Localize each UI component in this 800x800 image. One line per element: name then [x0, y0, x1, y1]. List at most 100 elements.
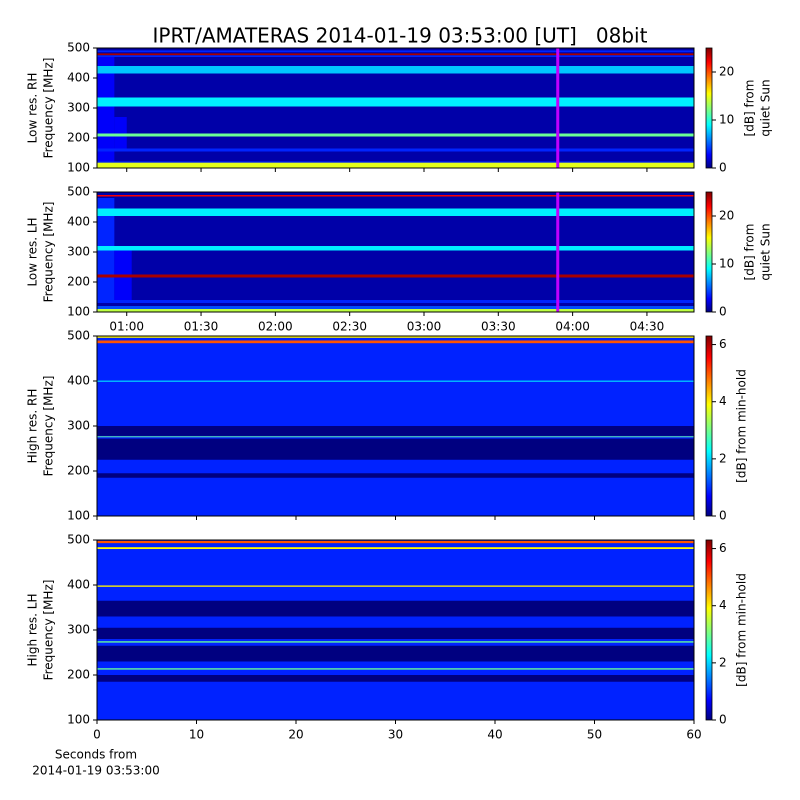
heatmap-band — [97, 208, 694, 216]
y-tick-label: 200 — [67, 464, 90, 478]
colorbar-label: [dB] from min-hold — [735, 573, 749, 687]
heatmap-band — [97, 585, 694, 587]
y-axis-label: Frequency [MHz] — [42, 202, 56, 303]
heatmap-band — [97, 668, 694, 670]
heatmap-band — [97, 340, 694, 344]
colorbar-tick-label: 20 — [719, 65, 734, 79]
x-tick-label: 04:30 — [630, 320, 665, 334]
heatmap-band — [97, 53, 694, 56]
colorbar — [705, 539, 713, 721]
heatmap-band — [97, 600, 694, 617]
x-tick-label: 40 — [487, 728, 502, 742]
heatmap-band — [97, 675, 694, 682]
y-tick-label: 500 — [67, 533, 90, 547]
y-tick-label: 200 — [67, 131, 90, 145]
heatmap-band — [97, 426, 694, 436]
heatmap-band — [97, 195, 694, 197]
heatmap-band — [97, 133, 694, 137]
y-tick-label: 200 — [67, 668, 90, 682]
y-tick-label: 300 — [67, 623, 90, 637]
heatmap-band — [97, 380, 694, 382]
y-tick-label: 300 — [67, 419, 90, 433]
colorbar-tick-label: 4 — [719, 394, 727, 408]
colorbar-tick-label: 0 — [719, 161, 727, 175]
colorbar-label: [dB] from — [743, 224, 757, 281]
x-tick-label: 30 — [388, 728, 403, 742]
colorbar-tick-label: 20 — [719, 209, 734, 223]
colorbar-tick-label: 10 — [719, 257, 734, 271]
y-tick-label: 400 — [67, 71, 90, 85]
colorbar-label: quiet Sun — [759, 79, 773, 136]
colorbar-label: quiet Sun — [759, 223, 773, 280]
heatmap-band — [97, 645, 694, 662]
colorbar-tick-label: 2 — [719, 451, 727, 465]
heatmap-region — [114, 117, 127, 149]
heatmap-band — [97, 148, 694, 152]
heatmap-band — [97, 627, 694, 639]
x-tick-label: 0 — [93, 728, 101, 742]
heatmap-band — [97, 97, 694, 107]
y-axis-label: Low res. LH — [26, 217, 40, 286]
colorbar-tick-label: 6 — [719, 541, 727, 555]
colorbar-tick-label: 4 — [719, 598, 727, 612]
chart-title: IPRT/AMATERAS 2014-01-19 03:53:00 [UT] 0… — [153, 24, 648, 48]
heatmap-band — [97, 274, 694, 278]
colorbar-tick-label: 2 — [719, 655, 727, 669]
y-axis-label: Frequency [MHz] — [42, 580, 56, 681]
x-tick-label: 03:30 — [481, 320, 516, 334]
heatmap-band — [97, 438, 694, 460]
x-tick-label: 50 — [587, 728, 602, 742]
heatmap-band — [97, 547, 694, 549]
y-axis-label: High res. LH — [26, 593, 40, 666]
colorbar-tick-label: 6 — [719, 337, 727, 351]
x-tick-label: 03:00 — [407, 320, 442, 334]
x-tick-label: 01:00 — [109, 320, 144, 334]
y-axis-label: Frequency [MHz] — [42, 376, 56, 477]
x-tick-label: 01:30 — [184, 320, 219, 334]
x-tick-label: 10 — [189, 728, 204, 742]
heatmap-band — [97, 50, 694, 53]
y-tick-label: 400 — [67, 578, 90, 592]
heatmap-band — [97, 306, 694, 309]
x-axis-label: 2014-01-19 03:53:00 — [32, 764, 159, 778]
y-tick-label: 300 — [67, 245, 90, 259]
heatmap-band — [97, 473, 694, 478]
y-tick-label: 300 — [67, 101, 90, 115]
colorbar — [705, 335, 713, 517]
heatmap-band — [97, 55, 694, 57]
colorbar-label: [dB] from min-hold — [735, 369, 749, 483]
y-tick-label: 100 — [67, 305, 90, 319]
heatmap-band — [97, 309, 694, 312]
y-axis-label: High res. RH — [26, 389, 40, 464]
y-axis-label: Low res. RH — [26, 73, 40, 144]
heatmap-band — [97, 246, 694, 251]
y-tick-label: 100 — [67, 509, 90, 523]
heatmap-band — [97, 641, 694, 643]
colorbar — [705, 191, 713, 313]
y-tick-label: 400 — [67, 374, 90, 388]
x-axis-label: Seconds from — [55, 748, 137, 762]
colorbar — [705, 47, 713, 169]
heatmap-band — [97, 336, 694, 338]
y-axis-label: Frequency [MHz] — [42, 58, 56, 159]
heatmap-band — [97, 540, 694, 544]
y-tick-label: 500 — [67, 185, 90, 199]
heatmap-band — [97, 162, 694, 168]
x-tick-label: 02:00 — [258, 320, 293, 334]
y-tick-label: 100 — [67, 713, 90, 727]
x-tick-label: 20 — [288, 728, 303, 742]
heatmap-band — [97, 161, 694, 163]
heatmap-band — [97, 436, 694, 438]
heatmap-band — [97, 300, 694, 303]
colorbar-tick-label: 0 — [719, 509, 727, 523]
x-tick-label: 02:30 — [332, 320, 367, 334]
colorbar-tick-label: 10 — [719, 113, 734, 127]
x-tick-label: 04:00 — [555, 320, 590, 334]
x-tick-label: 60 — [686, 728, 701, 742]
colorbar-tick-label: 0 — [719, 305, 727, 319]
y-tick-label: 100 — [67, 161, 90, 175]
colorbar-label: [dB] from — [743, 80, 757, 137]
y-tick-label: 400 — [67, 215, 90, 229]
y-tick-label: 500 — [67, 41, 90, 55]
